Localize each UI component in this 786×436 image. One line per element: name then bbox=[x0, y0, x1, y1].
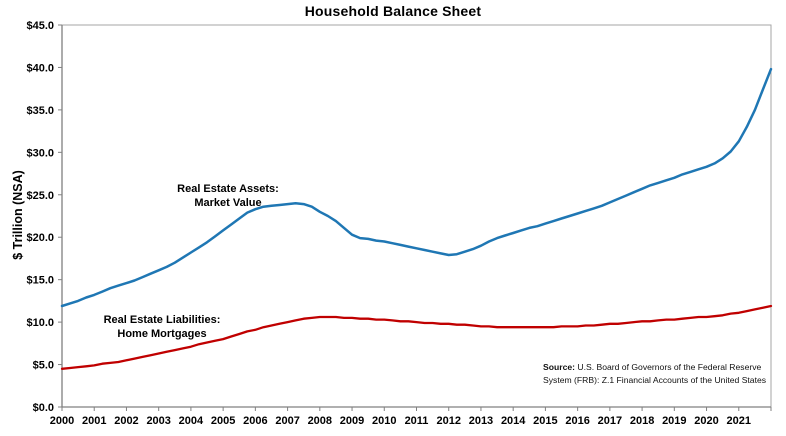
assets-series-line bbox=[60, 67, 773, 308]
assets-series-label-line1: Real Estate Assets: bbox=[177, 183, 279, 195]
x-tick-label: 2004 bbox=[179, 415, 204, 427]
y-tick-label: $35.0 bbox=[26, 105, 54, 117]
y-tick-label: $30.0 bbox=[26, 147, 54, 159]
assets-series-label-line2: Market Value bbox=[194, 197, 262, 209]
y-tick-label: $0.0 bbox=[33, 402, 54, 414]
liabilities-series-label-line1: Real Estate Liabilities: bbox=[103, 314, 221, 326]
x-tick-label: 2000 bbox=[50, 415, 74, 427]
y-tick-label: $15.0 bbox=[26, 275, 54, 287]
x-tick-label: 2012 bbox=[436, 415, 460, 427]
x-tick-label: 2014 bbox=[501, 415, 526, 427]
source-label: Source: bbox=[543, 362, 575, 372]
y-tick-label: $5.0 bbox=[33, 360, 54, 372]
liabilities-series-line bbox=[60, 304, 773, 370]
source-line1: U.S. Board of Governors of the Federal R… bbox=[577, 362, 762, 372]
x-tick-label: 2015 bbox=[533, 415, 557, 427]
x-tick-label: 2018 bbox=[630, 415, 654, 427]
y-tick-label: $20.0 bbox=[26, 232, 54, 244]
liabilities-series-label-line2: Home Mortgages bbox=[117, 328, 207, 340]
x-tick-label: 2007 bbox=[275, 415, 299, 427]
chart-title: Household Balance Sheet bbox=[304, 3, 482, 19]
y-tick-label: $45.0 bbox=[26, 20, 54, 32]
x-tick-label: 2009 bbox=[340, 415, 364, 427]
x-tick-label: 2016 bbox=[565, 415, 589, 427]
x-tick-label: 2019 bbox=[662, 415, 686, 427]
source-note: Source: U.S. Board of Governors of the F… bbox=[543, 361, 771, 387]
x-tick-label: 2013 bbox=[469, 415, 493, 427]
x-tick-label: 2017 bbox=[598, 415, 622, 427]
x-tick-label: 2003 bbox=[146, 415, 170, 427]
y-tick-label: $25.0 bbox=[26, 190, 54, 202]
y-tick-label: $40.0 bbox=[26, 62, 54, 74]
plot-border bbox=[61, 24, 772, 408]
x-tick-label: 2005 bbox=[211, 415, 235, 427]
x-tick-label: 2021 bbox=[727, 415, 751, 427]
x-tick-label: 2002 bbox=[114, 415, 138, 427]
x-tick-label: 2008 bbox=[308, 415, 332, 427]
x-tick-label: 2006 bbox=[243, 415, 267, 427]
assets-series-label: Real Estate Assets: Market Value bbox=[148, 182, 308, 210]
x-tick-label: 2011 bbox=[405, 415, 429, 427]
x-tick-label: 2010 bbox=[372, 415, 396, 427]
x-tick-label: 2001 bbox=[82, 415, 106, 427]
x-tick-label: 2020 bbox=[694, 415, 718, 427]
y-tick-label: $10.0 bbox=[26, 317, 54, 329]
source-line2: System (FRB): Z.1 Financial Accounts of … bbox=[543, 375, 767, 385]
y-axis-title: $ Trillion (NSA) bbox=[11, 170, 25, 260]
liabilities-series-label: Real Estate Liabilities: Home Mortgages bbox=[82, 313, 242, 341]
